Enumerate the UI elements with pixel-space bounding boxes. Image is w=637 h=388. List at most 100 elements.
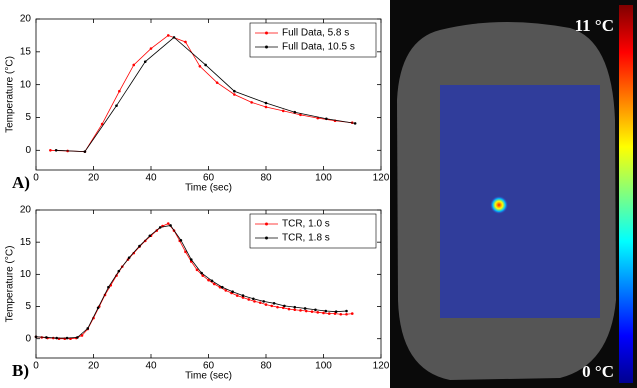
data-point [97, 307, 100, 310]
legend-label: Full Data, 10.5 s [282, 42, 355, 53]
data-point [199, 65, 202, 68]
data-point [180, 239, 183, 242]
data-point [159, 226, 162, 229]
data-point [169, 224, 172, 227]
data-point [345, 313, 348, 316]
data-point [339, 313, 342, 316]
data-point [328, 312, 331, 315]
data-point [252, 298, 255, 301]
data-point [55, 337, 58, 340]
data-point [316, 311, 319, 314]
data-point [325, 310, 328, 313]
y-tick-label: 10 [20, 79, 32, 90]
data-point [335, 310, 338, 313]
y-axis-label: Temperature (°C) [5, 246, 16, 323]
data-point [270, 305, 273, 308]
data-point [325, 117, 328, 120]
figure: 11 °C 0 °C 02040608010012005101520Time (… [0, 0, 637, 388]
data-point [288, 308, 291, 311]
data-point [55, 149, 58, 152]
colorbar-max: 11 °C [575, 16, 614, 35]
colorbar-min: 0 °C [582, 362, 614, 381]
data-point [283, 305, 286, 308]
data-point [118, 90, 121, 93]
x-tick-label: 0 [33, 361, 39, 372]
data-point [250, 101, 253, 104]
data-point [311, 310, 314, 313]
legend-marker [265, 46, 268, 49]
data-point [304, 307, 307, 310]
data-point [76, 336, 79, 339]
data-point [118, 270, 121, 273]
legend-marker [265, 237, 268, 240]
data-point [184, 41, 187, 44]
data-point [107, 286, 110, 289]
x-tick-label: 100 [315, 361, 332, 372]
x-tick-label: 120 [373, 361, 390, 372]
panel-label: A) [12, 173, 30, 192]
data-point [204, 64, 207, 67]
data-point [144, 60, 147, 63]
data-point [322, 312, 325, 315]
x-tick-label: 120 [373, 173, 390, 184]
data-point [259, 301, 262, 304]
legend-label: Full Data, 5.8 s [282, 28, 349, 39]
data-point [150, 47, 153, 50]
data-point [273, 302, 276, 305]
y-tick-label: 15 [20, 237, 32, 248]
overlay [440, 85, 600, 318]
data-point [314, 308, 317, 311]
data-point [149, 234, 152, 237]
data-point [200, 272, 203, 275]
x-tick-label: 40 [145, 361, 157, 372]
y-tick-label: 5 [25, 112, 31, 123]
data-point [132, 64, 135, 67]
data-point [196, 269, 199, 272]
x-tick-label: 20 [88, 361, 100, 372]
data-point [282, 110, 285, 113]
data-point [138, 245, 141, 248]
y-tick-label: 10 [20, 269, 32, 280]
data-point [305, 310, 308, 313]
x-tick-label: 20 [88, 173, 100, 184]
data-point [265, 106, 268, 109]
data-point [233, 90, 236, 93]
data-point [262, 300, 265, 303]
colorbar [619, 5, 633, 383]
data-point [351, 312, 354, 315]
data-point [66, 337, 69, 340]
y-tick-label: 0 [25, 333, 31, 344]
data-point [265, 102, 268, 105]
data-point [167, 34, 170, 37]
data-point [49, 149, 52, 152]
data-point [233, 93, 236, 96]
data-point [211, 279, 214, 282]
data-point [115, 104, 118, 107]
data-point [242, 294, 245, 297]
x-axis-label: Time (sec) [185, 371, 232, 382]
data-point [299, 309, 302, 312]
data-point [231, 290, 234, 293]
data-point [190, 258, 193, 261]
data-point [86, 327, 89, 330]
x-tick-label: 40 [145, 173, 157, 184]
data-point [173, 36, 176, 39]
data-point [216, 81, 219, 84]
legend-label: TCR, 1.8 s [282, 233, 330, 244]
x-tick-label: 80 [260, 361, 272, 372]
x-tick-label: 0 [33, 173, 39, 184]
y-tick-label: 20 [20, 14, 32, 25]
data-point [128, 256, 131, 259]
data-point [221, 286, 224, 289]
data-point [293, 306, 296, 309]
y-tick-label: 5 [25, 301, 31, 312]
y-tick-label: 20 [20, 205, 32, 216]
y-axis-label: Temperature (°C) [5, 56, 16, 133]
legend-marker [265, 223, 268, 226]
panel-label: B) [12, 361, 29, 380]
data-point [236, 294, 239, 297]
data-point [345, 310, 348, 313]
legend-label: TCR, 1.0 s [282, 219, 330, 230]
data-point [354, 122, 357, 125]
data-point [84, 150, 87, 153]
